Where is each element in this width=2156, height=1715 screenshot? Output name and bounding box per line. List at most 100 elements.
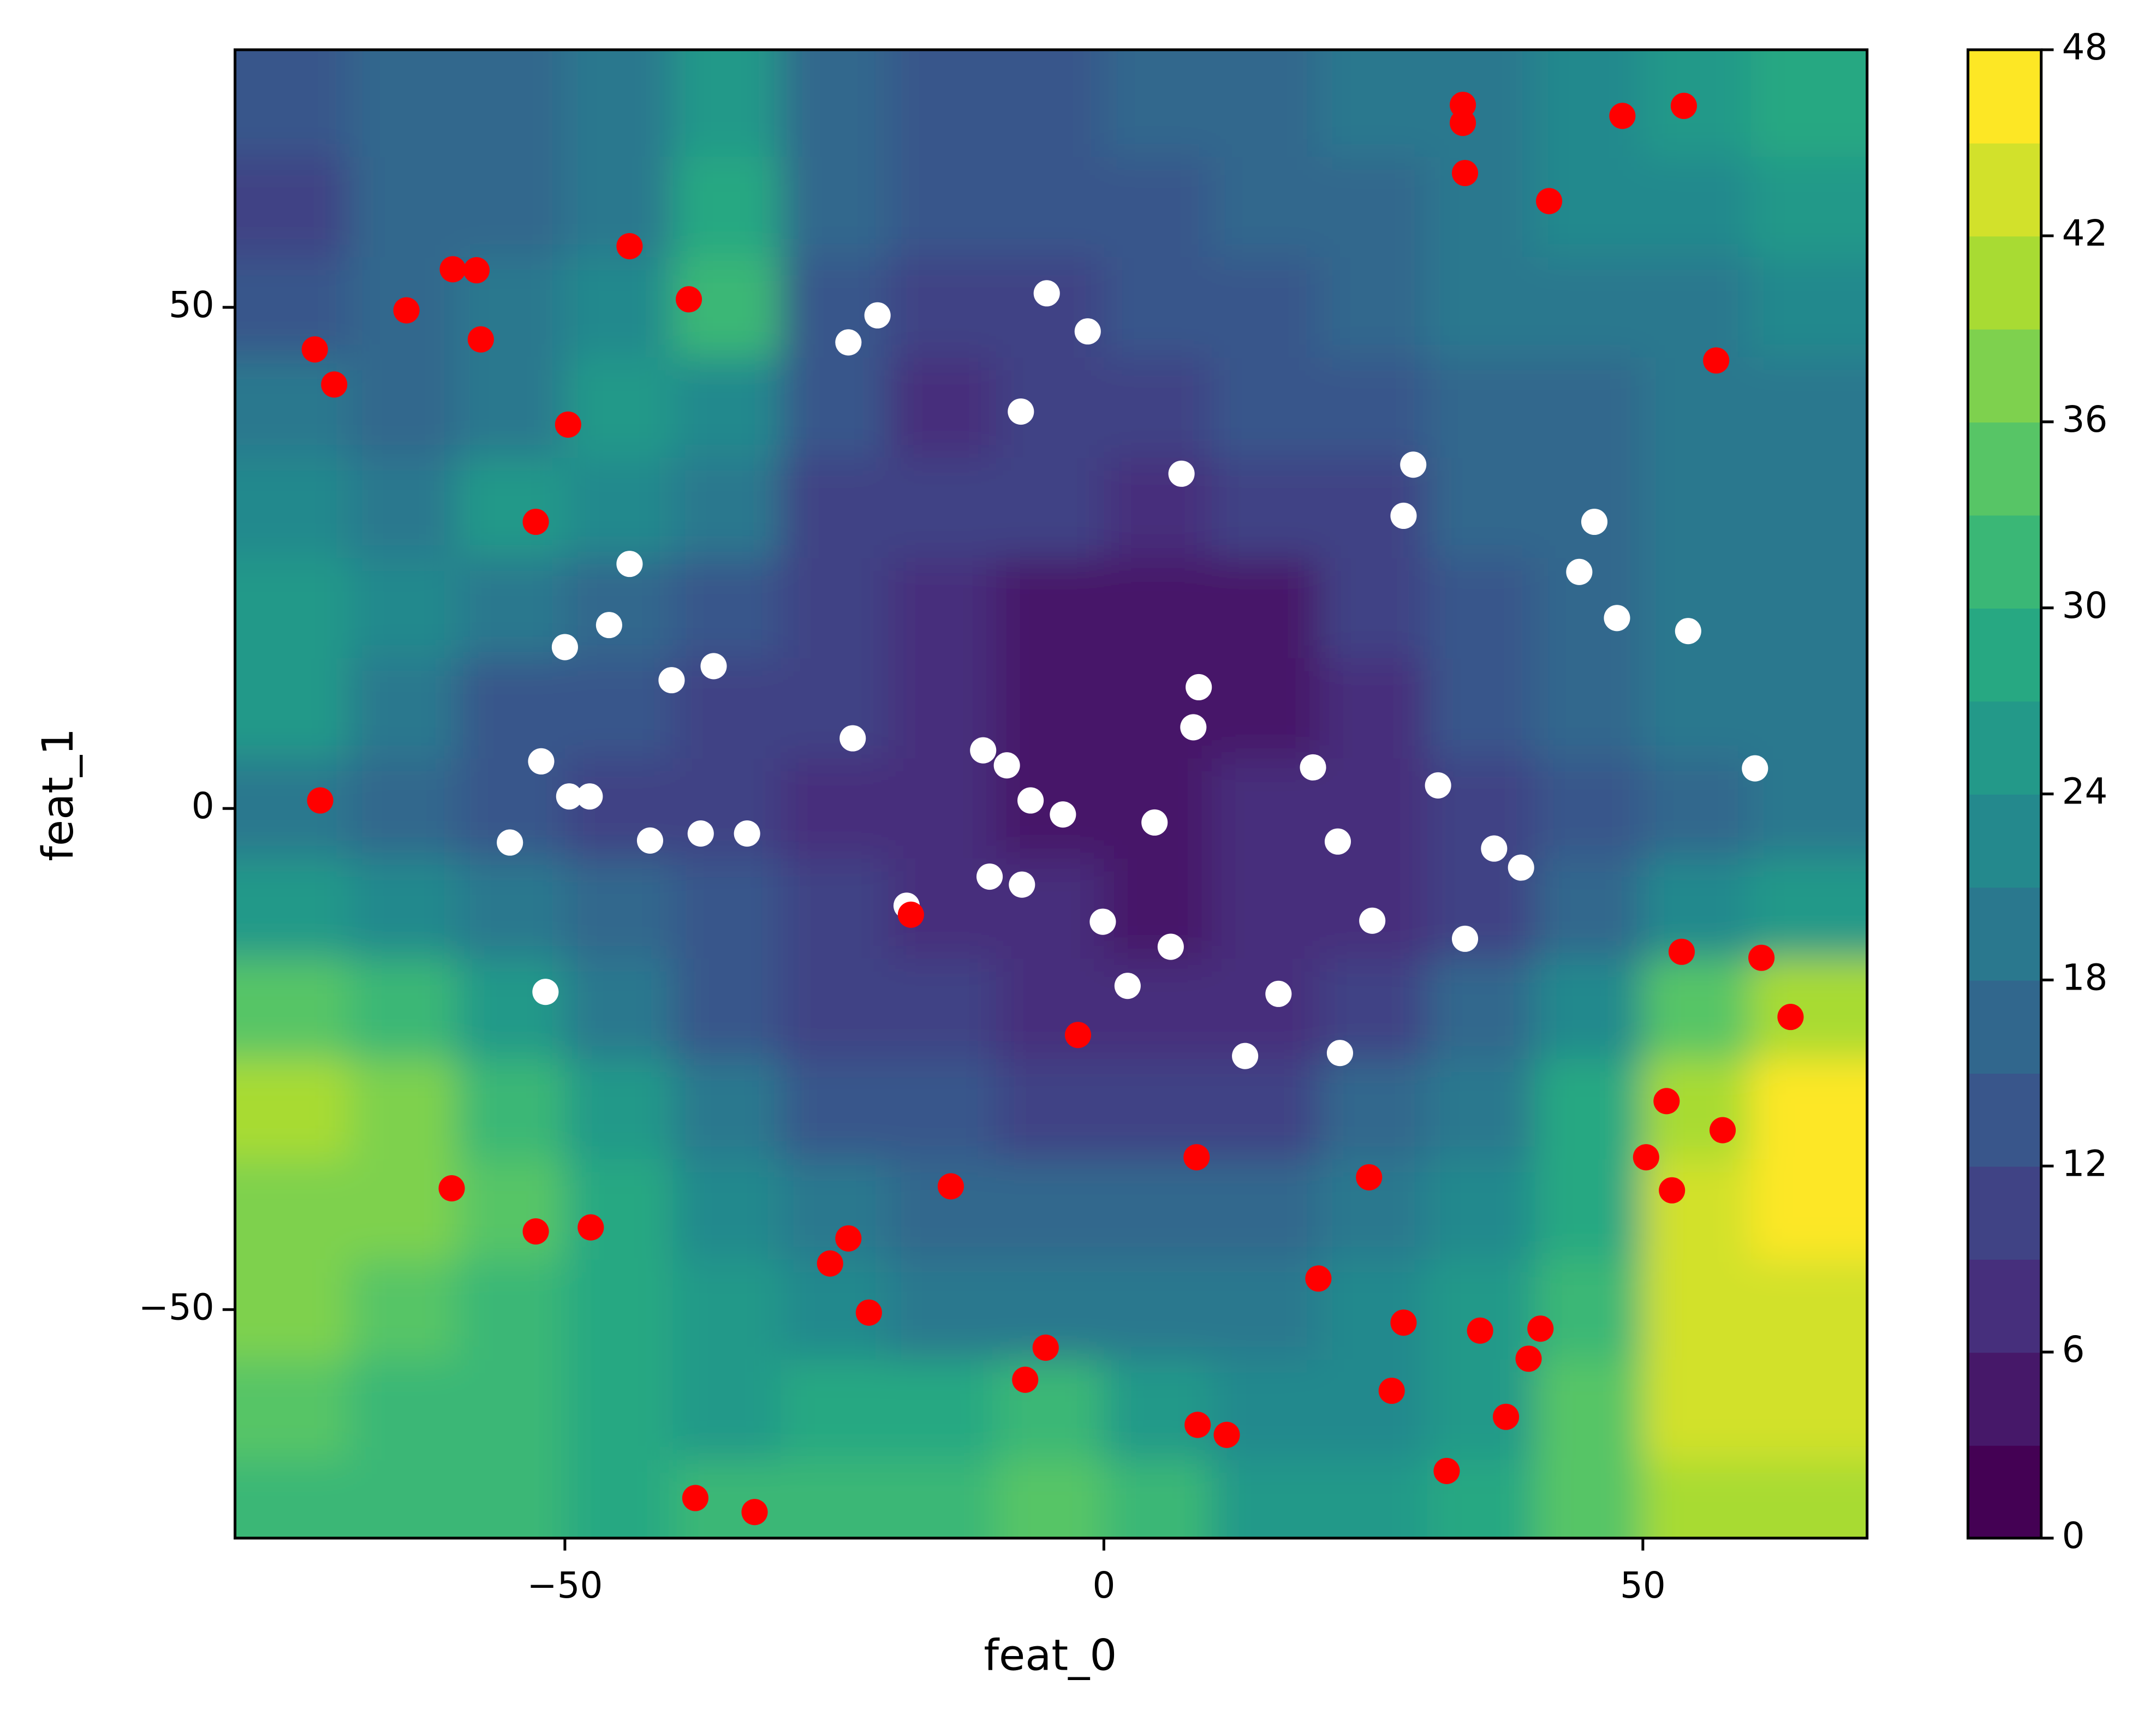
- contour-cell: [1427, 1059, 1536, 1160]
- contour-cell: [1211, 1259, 1320, 1361]
- contour-cell: [1750, 157, 1867, 258]
- contour-cell: [1427, 157, 1536, 258]
- contour-cell: [349, 1360, 458, 1461]
- contour-cell: [780, 858, 889, 960]
- x-axis-title: feat_0: [984, 1630, 1117, 1681]
- contour-cell: [888, 558, 997, 659]
- contour-cell: [1319, 157, 1428, 258]
- contour-cell: [1535, 758, 1644, 860]
- contour-cell: [780, 1059, 889, 1160]
- contour-cell: [1104, 1159, 1213, 1260]
- contour-cell: [1427, 658, 1536, 759]
- colorbar-tick-label: 36: [2062, 398, 2108, 440]
- scatter-point: [1742, 755, 1768, 782]
- contour-cell: [672, 1159, 782, 1260]
- y-tick-label: −50: [139, 1286, 215, 1328]
- scatter-point: [835, 329, 862, 356]
- contour-cell: [349, 1259, 458, 1361]
- contour-cell: [349, 1460, 458, 1538]
- contour-cell: [780, 1159, 889, 1260]
- contour-cell: [235, 758, 350, 860]
- scatter-point: [1032, 1334, 1059, 1361]
- scatter-point: [393, 297, 420, 324]
- contour-cell: [235, 157, 350, 258]
- contour-cell: [1642, 50, 1752, 158]
- contour-cell: [235, 1259, 350, 1361]
- contour-cell: [1642, 1460, 1752, 1538]
- contour-cell: [1642, 958, 1752, 1060]
- contour-cell: [780, 1360, 889, 1461]
- y-tick-label: 0: [192, 785, 215, 827]
- contour-cell: [349, 50, 458, 158]
- contour-cell: [349, 958, 458, 1060]
- scatter-point: [555, 411, 581, 438]
- contour-cell: [1211, 958, 1320, 1060]
- contour-cell: [235, 50, 350, 158]
- contour-cell: [235, 558, 350, 659]
- contour-cell: [349, 1059, 458, 1160]
- contour-cell: [235, 1059, 350, 1160]
- contour-cell: [1211, 758, 1320, 860]
- contour-cell: [888, 157, 997, 258]
- scatter-point: [1008, 398, 1034, 425]
- scatter-point: [1777, 1004, 1804, 1031]
- contour-cell: [1535, 1460, 1644, 1538]
- scatter-point: [1527, 1315, 1554, 1342]
- contour-cell: [996, 1360, 1105, 1461]
- contour-cell: [457, 457, 566, 559]
- contour-cell: [1750, 658, 1867, 759]
- contour-cell: [780, 1460, 889, 1538]
- plot-marks: [301, 92, 1804, 1526]
- scatter-point: [1450, 110, 1476, 136]
- contour-cell: [457, 1460, 566, 1538]
- contour-cell: [1535, 457, 1644, 559]
- scatter-point: [835, 1225, 862, 1252]
- scatter-point: [976, 863, 1003, 890]
- contour-cell: [1750, 457, 1867, 559]
- colorbar-band: [1968, 980, 2041, 1074]
- colorbar-tick-label: 12: [2062, 1142, 2108, 1184]
- contour-cell: [888, 1460, 997, 1538]
- contour-cell: [1427, 357, 1536, 458]
- contour-cell: [349, 658, 458, 759]
- contour-cell: [349, 157, 458, 258]
- contour-cell: [1427, 1360, 1536, 1461]
- scatter-point: [616, 551, 643, 577]
- scatter-point: [497, 829, 523, 856]
- contour-cell: [1750, 958, 1867, 1060]
- scatter-point: [993, 752, 1020, 779]
- scatter-point: [522, 508, 549, 535]
- contour-cell: [1642, 1259, 1752, 1361]
- contour-cell: [1211, 858, 1320, 960]
- scatter-point: [1114, 973, 1141, 999]
- scatter-point: [1141, 809, 1168, 836]
- contour-cell: [888, 958, 997, 1060]
- scatter-point: [1481, 835, 1508, 862]
- colorbar-band: [1968, 1166, 2041, 1260]
- colorbar-band: [1968, 1259, 2041, 1353]
- contour-cell: [1535, 257, 1644, 359]
- contour-cell: [672, 457, 782, 559]
- contour-cell: [457, 1259, 566, 1361]
- scatter-point: [1450, 92, 1476, 118]
- contour-cell: [349, 758, 458, 860]
- contour-cell: [564, 1259, 674, 1361]
- contour-cell: [349, 1159, 458, 1260]
- contour-cell: [672, 357, 782, 458]
- scatter-point: [1305, 1265, 1332, 1292]
- contour-cell: [1535, 50, 1644, 158]
- scatter-point: [1359, 907, 1386, 934]
- contour-cell: [235, 1360, 350, 1461]
- contour-cell: [1319, 1360, 1428, 1461]
- contour-area: [235, 50, 1867, 1538]
- colorbar-band: [1968, 1445, 2041, 1539]
- colorbar-band: [1968, 421, 2041, 516]
- scatter-point: [1703, 347, 1730, 374]
- colorbar-tick-label: 18: [2062, 956, 2108, 998]
- scatter-point: [1633, 1144, 1659, 1171]
- scatter-point: [321, 371, 348, 398]
- contour-cell: [1750, 357, 1867, 458]
- scatter-point: [1451, 925, 1479, 952]
- contour-cell: [888, 1259, 997, 1361]
- contour-cell: [1104, 257, 1213, 359]
